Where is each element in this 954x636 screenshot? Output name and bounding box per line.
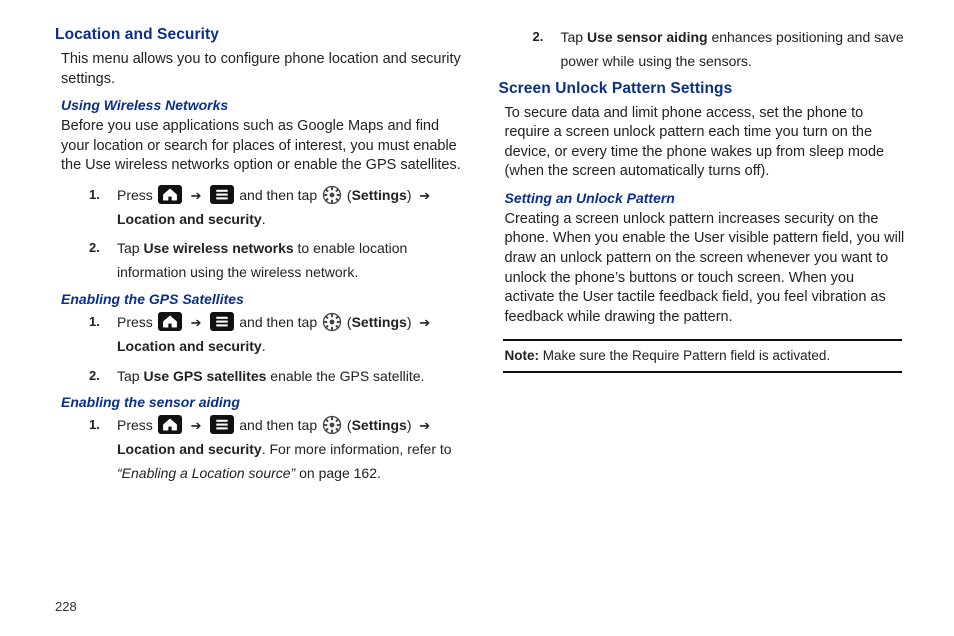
- step-1: 1. Press ➔ and then tap (Settings) ➔ Loc…: [95, 414, 463, 485]
- arrow-icon: ➔: [415, 188, 434, 203]
- step-number: 1.: [89, 311, 100, 333]
- step-number: 1.: [89, 414, 100, 436]
- intro-screen-unlock: To secure data and limit phone access, s…: [505, 104, 907, 182]
- settings-label: Settings: [352, 187, 407, 203]
- arrow-icon: ➔: [187, 418, 206, 433]
- subhead-gps-satellites: Enabling the GPS Satellites: [61, 291, 463, 307]
- text: and then tap: [239, 314, 321, 330]
- arrow-icon: ➔: [415, 315, 434, 330]
- body-unlock-pattern: Creating a screen unlock pattern increas…: [505, 210, 907, 327]
- right-column: 2. Tap Use sensor aiding enhances positi…: [499, 24, 907, 492]
- location-security-label: Location and security: [117, 338, 262, 354]
- step-2: 2. Tap Use sensor aiding enhances positi…: [539, 26, 907, 74]
- subhead-sensor-aiding: Enabling the sensor aiding: [61, 394, 463, 410]
- text: enable the GPS satellite.: [266, 368, 424, 384]
- note-body: Make sure the Require Pattern field is a…: [539, 348, 830, 363]
- steps-wireless-networks: 1. Press ➔ and then tap (Settings) ➔ Loc…: [95, 184, 463, 285]
- home-icon: [158, 185, 182, 204]
- text: Press: [117, 187, 157, 203]
- step-number: 1.: [89, 184, 100, 206]
- text: Tap: [117, 240, 143, 256]
- arrow-icon: ➔: [187, 315, 206, 330]
- steps-sensor-aiding: 1. Press ➔ and then tap (Settings) ➔ Loc…: [95, 414, 463, 485]
- text: Tap: [561, 29, 587, 45]
- location-security-label: Location and security: [117, 211, 262, 227]
- page-number: 228: [55, 599, 77, 614]
- menu-icon: [210, 415, 234, 434]
- note-box: Note: Make sure the Require Pattern fiel…: [503, 339, 903, 373]
- subhead-unlock-pattern: Setting an Unlock Pattern: [505, 190, 907, 206]
- note-label: Note:: [505, 348, 540, 363]
- menu-icon: [210, 312, 234, 331]
- menu-icon: [210, 185, 234, 204]
- settings-label: Settings: [352, 314, 407, 330]
- subhead-wireless-networks: Using Wireless Networks: [61, 97, 463, 113]
- home-icon: [158, 312, 182, 331]
- step-number: 2.: [89, 237, 100, 259]
- text: .: [262, 211, 266, 227]
- settings-icon: [322, 415, 342, 435]
- step-2: 2. Tap Use wireless networks to enable l…: [95, 237, 463, 285]
- text: Press: [117, 417, 157, 433]
- bold-term: Use GPS satellites: [143, 368, 266, 384]
- arrow-icon: ➔: [187, 188, 206, 203]
- body-wireless-networks: Before you use applications such as Goog…: [61, 117, 463, 176]
- text: and then tap: [239, 187, 321, 203]
- text: Tap: [117, 368, 143, 384]
- bold-term: Use wireless networks: [143, 240, 293, 256]
- step-1: 1. Press ➔ and then tap (Settings) ➔ Loc…: [95, 311, 463, 359]
- settings-icon: [322, 312, 342, 332]
- bold-term: Use sensor aiding: [587, 29, 708, 45]
- heading-screen-unlock: Screen Unlock Pattern Settings: [499, 80, 907, 98]
- text: and then tap: [239, 417, 321, 433]
- home-icon: [158, 415, 182, 434]
- location-security-label: Location and security: [117, 441, 262, 457]
- settings-label: Settings: [352, 417, 407, 433]
- step-number: 2.: [533, 26, 544, 48]
- settings-icon: [322, 185, 342, 205]
- step-2: 2. Tap Use GPS satellites enable the GPS…: [95, 365, 463, 389]
- step-number: 2.: [89, 365, 100, 387]
- heading-location-security: Location and Security: [55, 26, 463, 44]
- text: .: [262, 338, 266, 354]
- intro-text: This menu allows you to configure phone …: [61, 50, 463, 89]
- left-column: Location and Security This menu allows y…: [55, 24, 463, 492]
- arrow-icon: ➔: [415, 418, 434, 433]
- text: on page 162.: [295, 465, 381, 481]
- text: Press: [117, 314, 157, 330]
- step-1: 1. Press ➔ and then tap (Settings) ➔ Loc…: [95, 184, 463, 232]
- cross-reference: “Enabling a Location source”: [117, 465, 295, 481]
- steps-gps: 1. Press ➔ and then tap (Settings) ➔ Loc…: [95, 311, 463, 388]
- text: . For more information, refer to: [262, 441, 452, 457]
- steps-sensor-continued: 2. Tap Use sensor aiding enhances positi…: [539, 26, 907, 74]
- two-column-layout: Location and Security This menu allows y…: [55, 24, 906, 492]
